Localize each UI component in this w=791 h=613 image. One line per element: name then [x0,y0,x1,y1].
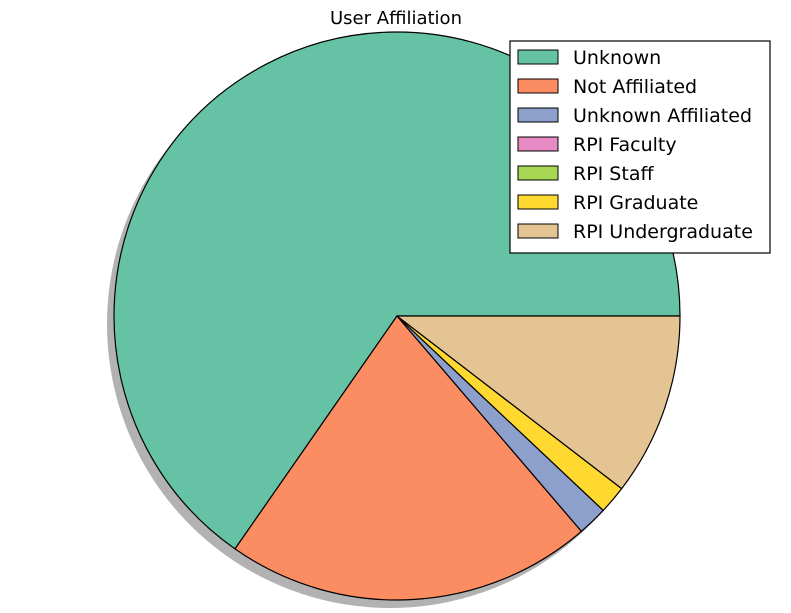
legend-swatch-unknown [517,49,559,65]
legend-swatch-rpi-faculty [517,136,559,152]
slice-not-affiliated [234,315,583,601]
legend: Unknown Not Affiliated Unknown Affiliated R… [509,40,771,254]
legend-label-unknown: Unknown [573,47,661,69]
legend-swatch-not-affiliated [517,78,559,94]
legend-label-unknown-affiliated: Unknown Affiliated [573,105,752,127]
legend-label-rpi-staff: RPI Staff [573,163,654,185]
legend-label-rpi-undergraduate: RPI Undergraduate [573,221,753,243]
legend-swatch-unknown-affiliated [517,107,559,123]
legend-swatch-rpi-undergraduate [517,223,559,239]
legend-label-rpi-graduate: RPI Graduate [573,192,698,214]
chart-title: User Affiliation [330,8,462,29]
legend-label-not-affiliated: Not Affiliated [573,76,697,98]
legend-label-rpi-faculty: RPI Faculty [573,134,677,156]
legend-swatch-rpi-staff [517,165,559,181]
slice-rpi-undergraduate [396,315,681,490]
legend-swatch-rpi-graduate [517,194,559,210]
